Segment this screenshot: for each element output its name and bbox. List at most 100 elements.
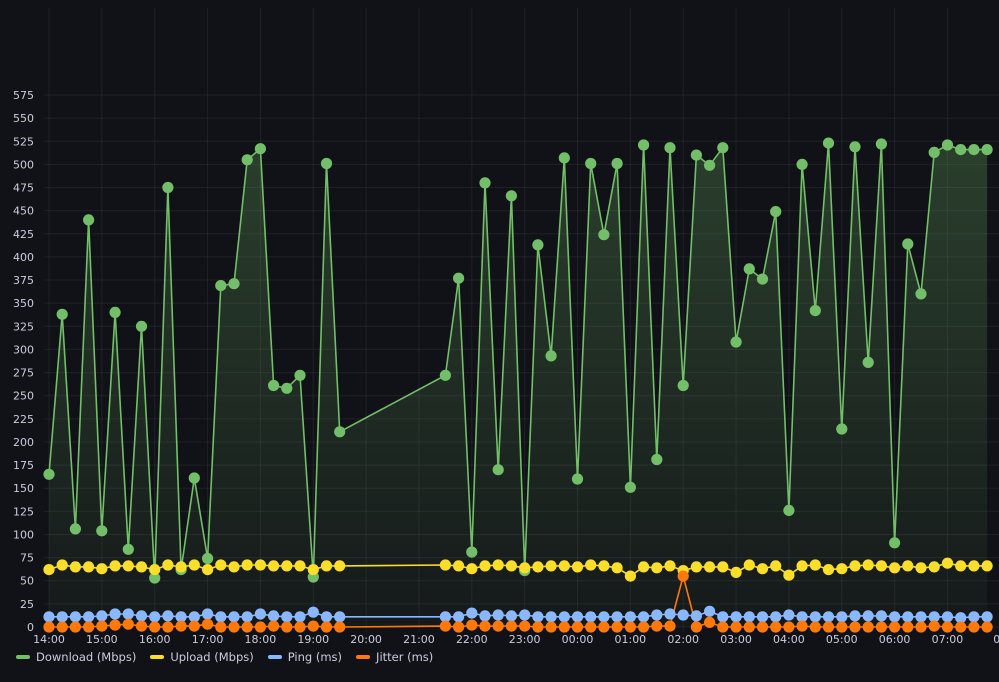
jitter-point[interactable] <box>585 621 597 633</box>
jitter-point[interactable] <box>320 621 333 633</box>
ping-point[interactable] <box>585 611 597 623</box>
jitter-point[interactable] <box>268 620 280 632</box>
ping-point[interactable] <box>730 611 742 623</box>
jitter-point[interactable] <box>955 621 967 633</box>
download-point[interactable] <box>56 308 68 320</box>
jitter-point[interactable] <box>479 620 491 632</box>
download-point[interactable] <box>69 523 81 535</box>
download-point[interactable] <box>439 369 451 381</box>
ping-point[interactable] <box>479 610 491 622</box>
jitter-point[interactable] <box>254 621 266 633</box>
download-point[interactable] <box>466 546 478 558</box>
download-point[interactable] <box>479 177 491 189</box>
download-point[interactable] <box>215 280 227 292</box>
download-point[interactable] <box>334 426 346 438</box>
jitter-point[interactable] <box>69 621 81 633</box>
ping-point[interactable] <box>558 611 570 623</box>
upload-point[interactable] <box>598 560 610 572</box>
ping-point[interactable] <box>968 611 980 623</box>
download-point[interactable] <box>902 238 914 250</box>
upload-point[interactable] <box>545 560 557 572</box>
upload-point[interactable] <box>241 559 253 571</box>
ping-point[interactable] <box>611 611 623 623</box>
ping-point[interactable] <box>624 611 637 623</box>
ping-point[interactable] <box>902 611 914 623</box>
download-point[interactable] <box>862 356 874 368</box>
upload-point[interactable] <box>175 561 187 573</box>
upload-point[interactable] <box>83 561 95 573</box>
upload-point[interactable] <box>571 561 584 573</box>
upload-point[interactable] <box>968 560 980 572</box>
upload-point[interactable] <box>822 564 835 576</box>
download-point[interactable] <box>836 423 848 435</box>
upload-point[interactable] <box>492 559 504 571</box>
download-point[interactable] <box>162 181 174 194</box>
upload-point[interactable] <box>889 562 901 574</box>
download-point[interactable] <box>532 239 544 251</box>
ping-point[interactable] <box>690 610 703 622</box>
ping-point[interactable] <box>796 611 808 623</box>
download-point[interactable] <box>135 320 148 332</box>
upload-point[interactable] <box>783 569 795 581</box>
upload-point[interactable] <box>941 557 954 569</box>
upload-point[interactable] <box>188 559 200 571</box>
ping-point[interactable] <box>202 608 214 620</box>
download-point[interactable] <box>809 305 821 317</box>
upload-point[interactable] <box>519 562 531 574</box>
upload-point[interactable] <box>730 566 742 579</box>
download-point[interactable] <box>83 214 95 226</box>
upload-point[interactable] <box>624 570 637 582</box>
download-point[interactable] <box>281 382 293 394</box>
ping-point[interactable] <box>268 610 280 622</box>
ping-point[interactable] <box>215 611 227 623</box>
download-point[interactable] <box>492 464 504 476</box>
ping-point[interactable] <box>770 611 782 623</box>
ping-point[interactable] <box>307 606 319 618</box>
ping-point[interactable] <box>466 607 478 619</box>
upload-point[interactable] <box>809 559 821 571</box>
ping-point[interactable] <box>743 611 755 623</box>
download-point[interactable] <box>571 473 584 485</box>
ping-point[interactable] <box>453 611 465 623</box>
jitter-point[interactable] <box>228 621 240 633</box>
upload-point[interactable] <box>109 560 121 572</box>
ping-point[interactable] <box>122 608 134 620</box>
upload-point[interactable] <box>162 559 174 571</box>
download-point[interactable] <box>585 157 597 170</box>
download-point[interactable] <box>611 157 623 170</box>
jitter-point[interactable] <box>43 621 55 633</box>
legend-item-jitter[interactable]: Jitter (ms) <box>356 650 433 664</box>
ping-point[interactable] <box>928 611 940 623</box>
upload-point[interactable] <box>215 559 227 571</box>
download-point[interactable] <box>624 481 637 493</box>
ping-point[interactable] <box>109 608 121 620</box>
ping-point[interactable] <box>83 611 95 623</box>
ping-point[interactable] <box>294 611 306 623</box>
upload-point[interactable] <box>453 560 465 572</box>
upload-point[interactable] <box>651 562 663 574</box>
jitter-point[interactable] <box>796 620 808 632</box>
ping-point[interactable] <box>281 611 293 623</box>
upload-point[interactable] <box>664 560 676 572</box>
upload-point[interactable] <box>281 560 293 572</box>
upload-point[interactable] <box>558 560 570 572</box>
jitter-point[interactable] <box>202 618 214 630</box>
ping-point[interactable] <box>704 605 716 617</box>
jitter-point[interactable] <box>690 621 703 633</box>
ping-point[interactable] <box>545 611 557 623</box>
upload-point[interactable] <box>149 564 161 576</box>
jitter-point[interactable] <box>915 621 927 633</box>
jitter-point[interactable] <box>743 621 755 633</box>
jitter-point[interactable] <box>783 621 795 633</box>
jitter-point[interactable] <box>135 620 148 632</box>
jitter-point[interactable] <box>122 618 134 630</box>
jitter-point[interactable] <box>968 621 980 633</box>
jitter-point[interactable] <box>651 620 663 632</box>
jitter-point[interactable] <box>558 621 570 633</box>
download-point[interactable] <box>717 142 729 154</box>
download-point[interactable] <box>968 144 980 156</box>
download-point[interactable] <box>677 379 689 392</box>
jitter-point[interactable] <box>571 621 584 633</box>
upload-point[interactable] <box>585 559 597 571</box>
upload-point[interactable] <box>307 564 319 576</box>
